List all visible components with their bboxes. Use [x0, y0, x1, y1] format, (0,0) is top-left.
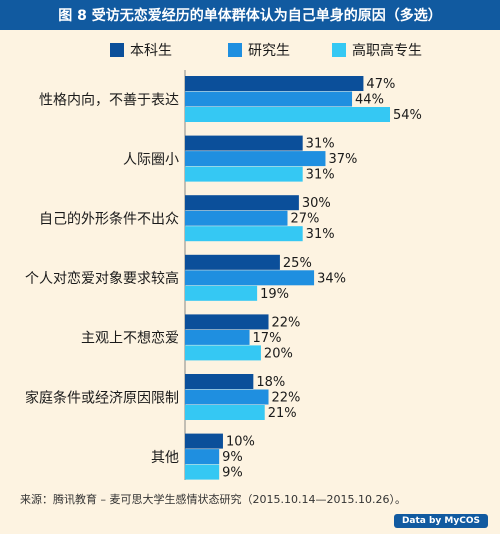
bar-vocational — [185, 464, 220, 480]
legend-item-graduate: 研究生 — [228, 40, 290, 60]
legend: 本科生 研究生 高职高专生 — [0, 40, 500, 60]
bar-undergrad — [185, 195, 299, 211]
legend-item-undergrad: 本科生 — [110, 40, 172, 60]
data-label-vocational: 31% — [306, 227, 335, 242]
bar-graduate — [185, 210, 288, 226]
category-label: 自己的外形条件不出众 — [39, 210, 179, 227]
bar-graduate — [185, 389, 269, 405]
data-label-graduate: 44% — [355, 93, 384, 108]
data-label-vocational: 54% — [393, 108, 422, 123]
bar-vocational — [185, 285, 258, 301]
bar-vocational — [185, 226, 303, 242]
data-label-vocational: 31% — [306, 168, 335, 183]
category-label: 个人对恋爱对象要求较高 — [25, 270, 179, 287]
legend-item-vocational: 高职高专生 — [332, 40, 422, 60]
legend-label-graduate: 研究生 — [248, 43, 290, 59]
chart-title: 图 8 受访无恋爱经历的单体群体认为自己单身的原因（多选） — [0, 0, 500, 30]
bar-undergrad — [185, 314, 269, 330]
legend-swatch-vocational — [332, 43, 346, 57]
category-label: 性格内向，不善于表达 — [39, 92, 179, 108]
legend-swatch-undergrad — [110, 43, 124, 57]
data-label-undergrad: 25% — [283, 256, 312, 271]
category-label: 主观上不想恋爱 — [81, 330, 179, 347]
category-label: 家庭条件或经济原因限制 — [25, 389, 179, 406]
data-label-graduate: 37% — [328, 152, 357, 167]
data-label-undergrad: 22% — [272, 315, 301, 330]
data-label-graduate: 22% — [272, 391, 301, 406]
data-label-graduate: 34% — [317, 271, 346, 286]
mycos-logo: Data by MyCOS — [393, 514, 488, 528]
category-label: 人际圈小 — [123, 152, 179, 168]
data-label-vocational: 21% — [268, 406, 297, 421]
data-label-vocational: 19% — [260, 287, 289, 302]
data-label-vocational: 9% — [222, 466, 243, 481]
data-label-undergrad: 18% — [256, 375, 285, 390]
data-label-graduate: 9% — [222, 450, 243, 465]
bar-graduate — [185, 91, 353, 107]
data-label-undergrad: 10% — [226, 435, 255, 450]
data-label-graduate: 27% — [291, 212, 320, 227]
data-label-undergrad: 30% — [302, 196, 331, 211]
bar-graduate — [185, 329, 250, 345]
bar-undergrad — [185, 76, 364, 91]
bar-undergrad — [185, 254, 280, 270]
bar-vocational — [185, 107, 390, 122]
bar-vocational — [185, 405, 265, 420]
bar-undergrad — [185, 135, 303, 151]
source-note: 来源：腾讯教育 – 麦可思大学生感情状态研究（2015.10.14—2015.1… — [20, 493, 406, 506]
data-label-graduate: 17% — [253, 331, 282, 346]
bar-graduate — [185, 270, 315, 286]
legend-swatch-graduate — [228, 43, 242, 57]
bar-undergrad — [185, 433, 223, 449]
bar-vocational — [185, 166, 303, 182]
legend-label-vocational: 高职高专生 — [352, 43, 422, 59]
chart-title-text: 图 8 受访无恋爱经历的单体群体认为自己单身的原因（多选） — [58, 8, 442, 24]
legend-label-undergrad: 本科生 — [130, 43, 172, 59]
bar-graduate — [185, 151, 326, 167]
bar-undergrad — [185, 374, 254, 389]
data-label-undergrad: 31% — [306, 137, 335, 152]
bar-graduate — [185, 449, 220, 465]
data-label-vocational: 20% — [264, 346, 293, 361]
data-label-undergrad: 47% — [366, 77, 395, 92]
category-label: 其他 — [151, 450, 179, 466]
bar-vocational — [185, 345, 261, 361]
